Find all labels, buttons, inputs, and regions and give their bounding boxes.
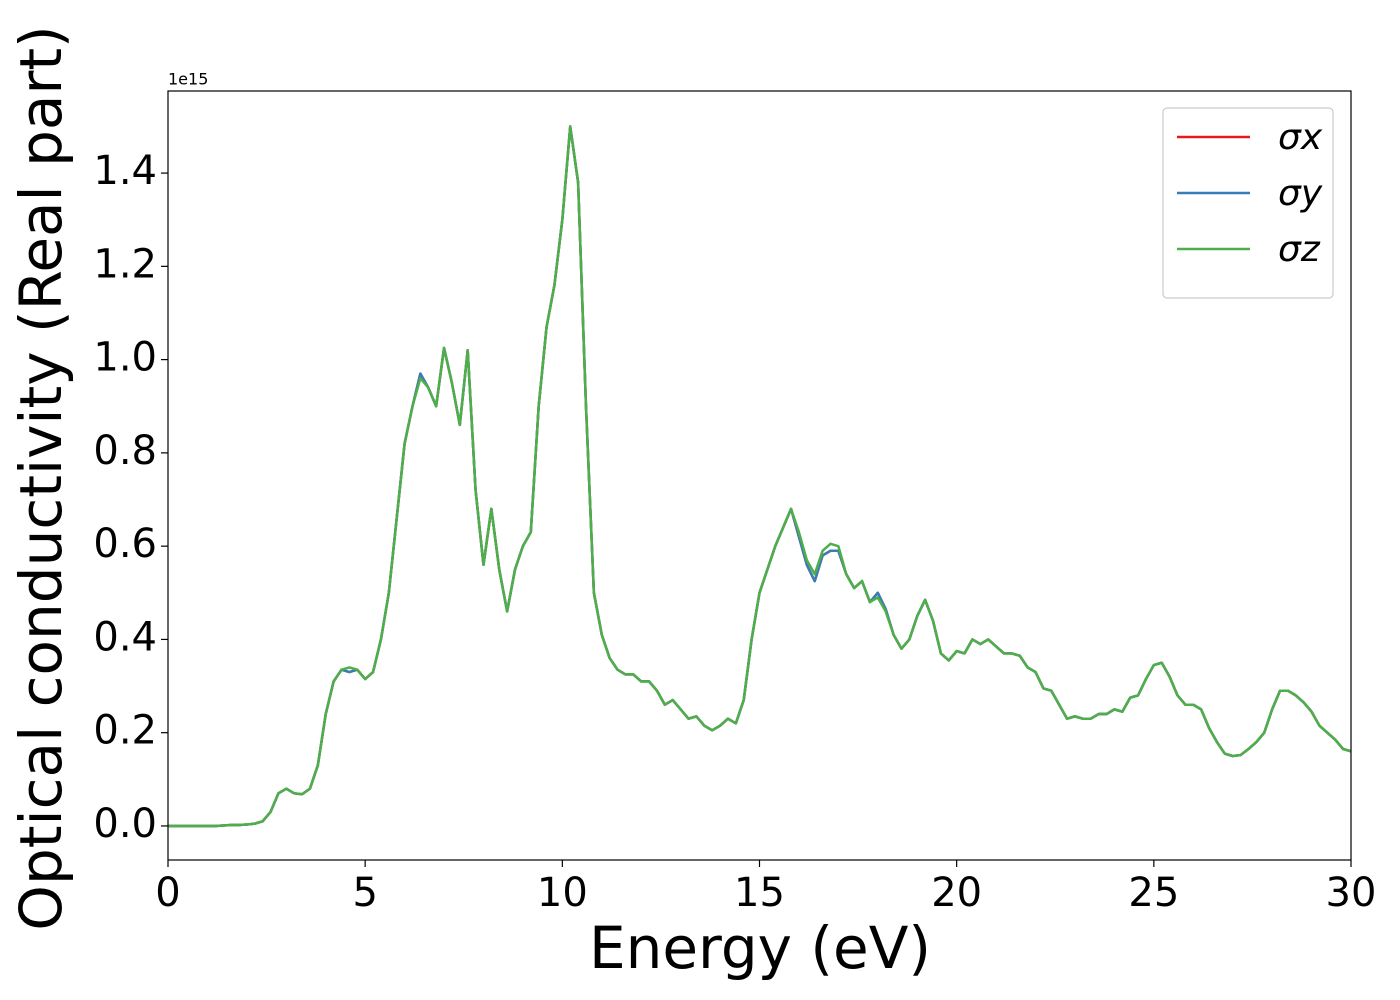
legend-box [1162, 107, 1334, 299]
y-tick-label: 0.6 [93, 521, 157, 567]
x-tick-label: 30 [1326, 870, 1377, 916]
legend-label: σy [1278, 173, 1323, 214]
x-tick-label: 0 [155, 870, 180, 916]
y-tick-label: 0.4 [93, 614, 157, 660]
x-tick-label: 10 [537, 870, 588, 916]
plot-frame [167, 90, 1352, 861]
x-tick-label: 20 [931, 870, 982, 916]
y-offset-label: 1e15 [168, 70, 208, 89]
x-tick-label: 5 [352, 870, 377, 916]
legend-label: σx [1278, 117, 1323, 158]
x-tick-label: 25 [1128, 870, 1179, 916]
y-tick-label: 0.2 [93, 708, 157, 754]
y-tick-label: 1.0 [93, 335, 157, 381]
y-tick-label: 0.0 [93, 801, 157, 847]
y-tick-label: 1.2 [93, 241, 157, 287]
legend: σx σy σz [1162, 107, 1334, 299]
y-axis-label: Optical conductivity (Real part) [7, 25, 75, 930]
y-tick-label: 0.8 [93, 428, 157, 474]
series-line [168, 125, 1352, 828]
x-tick-label: 15 [734, 870, 785, 916]
legend-label: σz [1278, 229, 1321, 270]
y-tick-label: 1.4 [93, 148, 157, 194]
x-axis-label: Energy (eV) [589, 914, 931, 982]
